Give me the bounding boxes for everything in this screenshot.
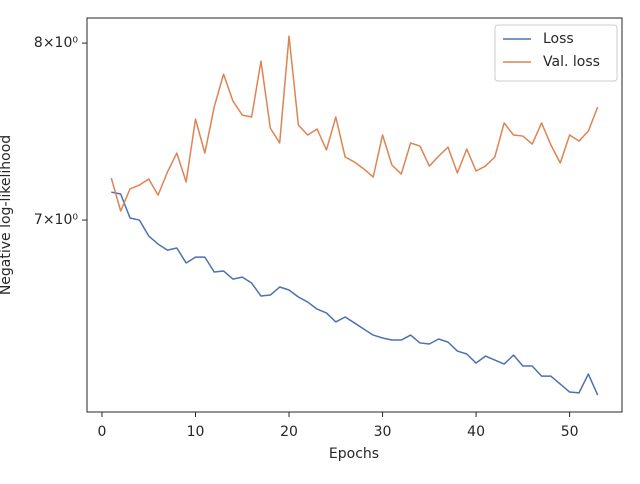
x-tick-label: 40 xyxy=(467,424,485,440)
x-axis-label: Epochs xyxy=(329,446,379,462)
y-tick-label: 8×10⁰ xyxy=(34,35,78,51)
plot-frame xyxy=(86,17,623,413)
x-tick-label: 50 xyxy=(561,424,579,440)
x-tick-label: 30 xyxy=(374,424,392,440)
legend-label: Loss xyxy=(543,31,574,47)
y-tick-label: 7×10⁰ xyxy=(34,212,78,228)
legend-label: Val. loss xyxy=(543,54,600,70)
x-tick-label: 20 xyxy=(280,424,298,440)
x-tick-label: 10 xyxy=(187,424,205,440)
x-tick-label: 0 xyxy=(98,424,107,440)
y-axis-label: Negative log-likelihood xyxy=(0,135,14,295)
line-series xyxy=(110,35,599,212)
line-series xyxy=(111,191,599,396)
